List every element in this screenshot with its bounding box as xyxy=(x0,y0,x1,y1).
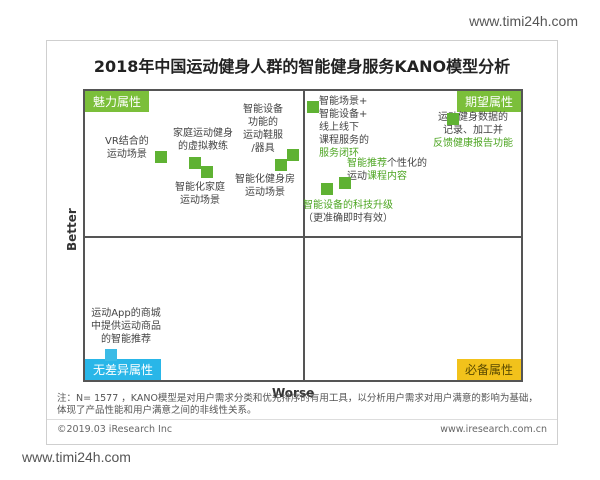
x-axis-label: Worse xyxy=(272,386,315,400)
copyright: ©2019.03 iResearch Inc xyxy=(57,424,173,435)
item-smart-gear: 智能设备 功能的 运动鞋服/器具 xyxy=(243,104,283,154)
horizontal-divider xyxy=(85,236,521,238)
marker-smart-gym-scene xyxy=(275,159,287,171)
marker-upgrade xyxy=(321,183,333,195)
item-smart-gym-scene: 智能化健身房 运动场景 xyxy=(235,174,295,198)
item-data-record: 运动健身数据的 记录、加工并 反馈健康报告功能 xyxy=(433,112,513,149)
marker-home-trainer xyxy=(189,157,201,169)
y-axis-label: Better xyxy=(65,208,79,251)
marker-data-record xyxy=(447,113,459,125)
kano-figure: 2018年中国运动健身人群的智能健身服务KANO模型分析 Better 魅力属性… xyxy=(46,40,558,445)
source-url: www.iresearch.com.cn xyxy=(440,424,547,435)
vertical-divider xyxy=(303,91,305,380)
item-smart-home-scene: 智能化家庭 运动场景 xyxy=(175,182,225,206)
marker-mall xyxy=(105,349,117,361)
item-closed-loop: 智能场景+ 智能设备+ 线上线下 课程服务的 服务闭环 xyxy=(319,96,369,159)
item-recommend: 智能推荐个性化的 运动课程内容 xyxy=(347,158,427,182)
quadrant-label-charm: 魅力属性 xyxy=(85,91,150,112)
marker-smart-gear xyxy=(287,149,299,161)
watermark-top: www.timi24h.com xyxy=(461,10,586,32)
marker-vr xyxy=(155,151,167,163)
kano-grid: 魅力属性 期望属性 无差异属性 必备属性 VR结合的 运动场景 家庭运动健身 的虚拟… xyxy=(83,89,523,382)
quadrant-label-indifferent: 无差异属性 xyxy=(85,359,162,380)
quadrant-label-expect: 期望属性 xyxy=(456,91,521,112)
footer-divider xyxy=(47,419,557,420)
footnote: 注：N= 1577 ，KANO模型是对用户需求分类和优先排序的有用工具，以分析用… xyxy=(57,393,538,416)
item-home-trainer: 家庭运动健身 的虚拟教练 xyxy=(173,128,233,152)
item-vr: VR结合的 运动场景 xyxy=(105,136,149,160)
item-mall: 运动App的商城 中提供运动商品 的智能推荐 xyxy=(91,308,161,345)
quadrant-label-must: 必备属性 xyxy=(456,359,521,380)
figure-title: 2018年中国运动健身人群的智能健身服务KANO模型分析 xyxy=(93,57,511,76)
marker-smart-home-scene xyxy=(201,166,213,178)
watermark-bottom: www.timi24h.com xyxy=(14,446,139,468)
marker-closed-loop xyxy=(307,101,319,113)
marker-recommend xyxy=(339,177,351,189)
item-upgrade: 智能设备的科技升级 （更准确即时有效） xyxy=(303,200,393,224)
